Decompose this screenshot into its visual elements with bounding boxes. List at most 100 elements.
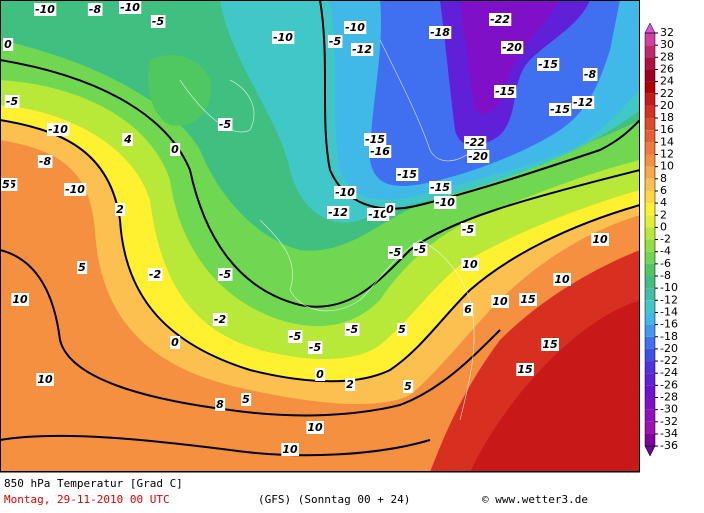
contour-label: -16 — [369, 145, 392, 158]
colorbar-band — [645, 263, 655, 276]
colorbar-band — [645, 251, 655, 264]
contour-label-text: 0 — [4, 38, 12, 51]
contour-label-text: -15 — [430, 181, 450, 194]
contour-label: -5 — [387, 246, 403, 259]
contour-label-bg — [315, 368, 326, 381]
contour-label-bg — [396, 168, 419, 181]
contour-label-text: 15 — [520, 293, 536, 306]
contour-label-text: -10 — [345, 21, 365, 34]
colorbar-tick-label: 8 — [660, 172, 667, 185]
colorbar-band — [645, 81, 655, 94]
contour-label-text: 6 — [464, 303, 472, 316]
colorbar-tick-label: -4 — [660, 245, 671, 258]
colorbar-band — [645, 288, 655, 301]
contour-label: -10 — [64, 183, 87, 196]
contour-label-bg — [385, 203, 396, 216]
colorbar-tick-label: -2 — [660, 233, 671, 246]
contour-label: -10 — [334, 186, 357, 199]
colorbar-tick-label: -18 — [660, 330, 678, 343]
contour-label-bg — [369, 145, 392, 158]
contour-label: -5 — [217, 118, 233, 131]
footer-model: (GFS) (Sonntag 00 + 24) — [258, 493, 410, 506]
colorbar-band — [645, 421, 655, 434]
contour-label: 8 — [215, 398, 226, 411]
colorbar-band — [645, 45, 655, 58]
contour-label-text: -5 — [462, 223, 475, 236]
contour-label-bg — [217, 118, 233, 131]
contour-label: 10 — [591, 233, 609, 246]
contour-label-text: -22 — [490, 13, 510, 26]
contour-label: 0 — [170, 143, 181, 156]
contour-label: 5 — [77, 261, 88, 274]
colorbar-band — [645, 324, 655, 337]
contour-label-bg — [549, 103, 572, 116]
colorbar-tick-label: 2 — [660, 208, 667, 221]
contour-label-text: -10 — [273, 31, 293, 44]
contour-label-bg — [351, 43, 374, 56]
contour-label-bg — [429, 181, 452, 194]
contour-label-text: -8 — [89, 3, 102, 16]
contour-label: 15 — [519, 293, 537, 306]
contour-label: -5 — [460, 223, 476, 236]
contour-label-text: 2 — [116, 203, 124, 216]
contour-label: -22 — [489, 13, 512, 26]
colorbar-band — [645, 33, 655, 46]
contour-label-bg — [397, 323, 408, 336]
colorbar-band — [645, 178, 655, 191]
contour-label-bg — [115, 203, 126, 216]
footer: 850 hPa Temperatur [Grad C] Montag, 29-1… — [0, 471, 640, 506]
colorbar-band — [645, 142, 655, 155]
contour-label-text: 10 — [307, 421, 323, 434]
contour-label-text: -2 — [149, 268, 162, 281]
contour-label-bg — [3, 38, 14, 51]
colorbar-band — [645, 166, 655, 179]
contour-label-bg — [150, 15, 166, 28]
colorbar-tick-label: 18 — [660, 111, 674, 124]
contour-label-bg — [287, 330, 303, 343]
colorbar-band — [645, 130, 655, 143]
contour-label: -15 — [494, 85, 517, 98]
contour-label-bg — [537, 58, 560, 71]
contour-label-bg — [460, 223, 476, 236]
contour-label-bg — [119, 1, 142, 14]
colorbar-band — [645, 154, 655, 167]
colorbar-band — [645, 361, 655, 374]
contour-label-bg — [327, 206, 350, 219]
colorbar-band — [645, 397, 655, 410]
contour-label-bg — [122, 133, 133, 146]
contour-label: -5 — [287, 330, 303, 343]
contour-label: -15 — [549, 103, 572, 116]
contour-label-bg — [307, 341, 323, 354]
colorbar-band — [645, 385, 655, 398]
contour-label: -8 — [582, 68, 598, 81]
contour-label-bg — [147, 268, 163, 281]
contour-label: -15 — [537, 58, 560, 71]
contour-label-bg — [519, 293, 537, 306]
contour-label-text: -5 — [219, 118, 232, 131]
footer-credit: © www.wetter3.de — [482, 493, 588, 506]
contour-label-bg — [501, 41, 524, 54]
colorbar-band — [645, 300, 655, 313]
contour-label-bg — [491, 295, 509, 308]
colorbar-tick-label: 6 — [660, 184, 667, 197]
contour-label: -10 — [434, 196, 457, 209]
contour-label-bg — [591, 233, 609, 246]
contour-label: 10 — [553, 273, 571, 286]
colorbar-band — [645, 373, 655, 386]
contour-label-bg — [553, 273, 571, 286]
contour-label: 5 — [1, 178, 12, 191]
contour-label-bg — [170, 336, 181, 349]
contour-label: -5 — [217, 268, 233, 281]
contour-label-text: -12 — [328, 206, 348, 219]
contour-label: -15 — [396, 168, 419, 181]
contour-label: -10 — [47, 123, 70, 136]
contour-label: -5 — [150, 15, 166, 28]
contour-label: -10 — [344, 21, 367, 34]
contour-label-text: 0 — [316, 368, 324, 381]
contour-label: 10 — [306, 421, 324, 434]
colorbar-tick-label: 28 — [660, 50, 674, 63]
colorbar-band — [645, 118, 655, 131]
colorbar-tick-label: -14 — [660, 305, 678, 318]
contour-label-bg — [429, 26, 452, 39]
colorbar-tick-label: 22 — [660, 87, 674, 100]
